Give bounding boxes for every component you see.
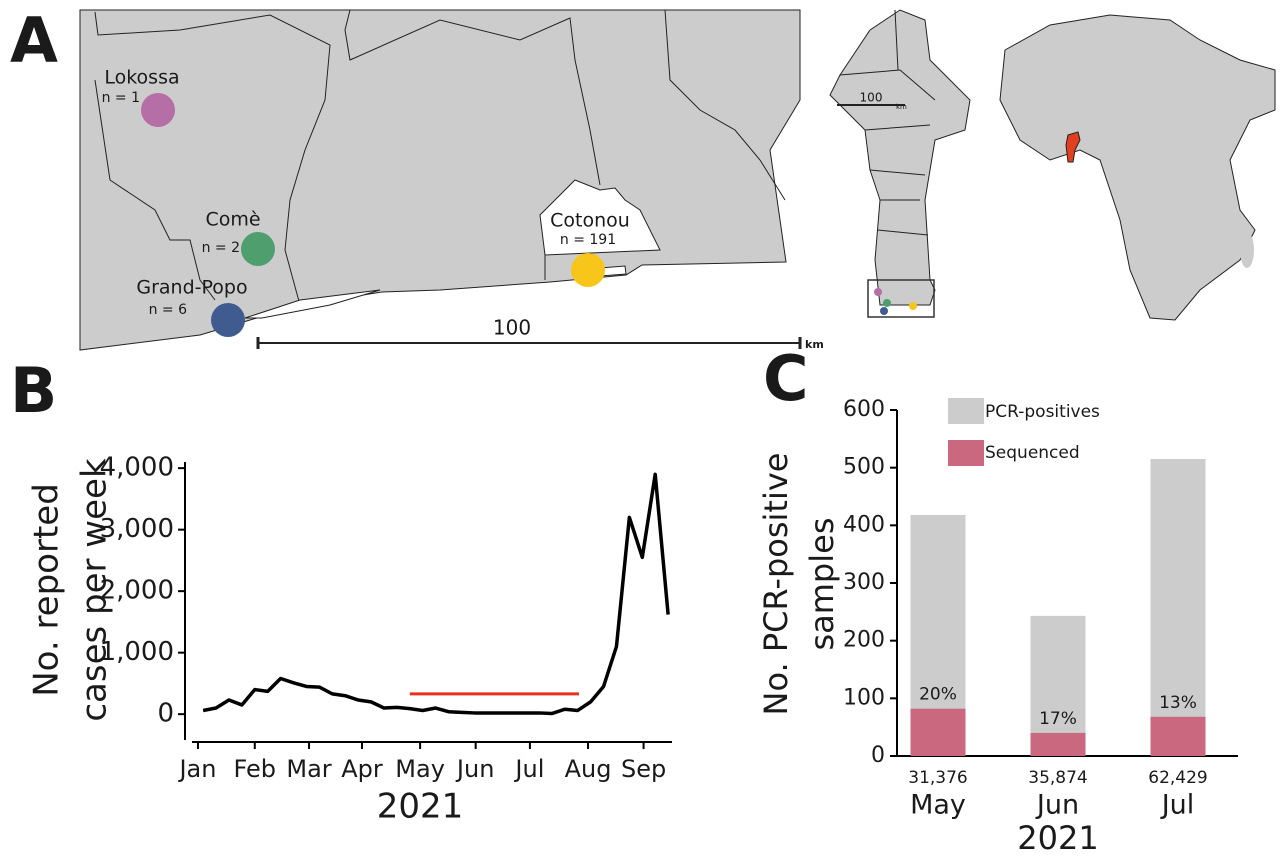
y-tick-label: 300 bbox=[843, 570, 885, 595]
percent-label: 13% bbox=[1159, 693, 1197, 713]
category-sublabel: 62,429 bbox=[1148, 768, 1207, 788]
x-tick-label: Mar bbox=[286, 755, 331, 783]
x-tick-label: Aug bbox=[565, 755, 612, 783]
bar bbox=[1030, 732, 1086, 756]
location-count: n = 2 bbox=[202, 240, 240, 256]
region-border bbox=[94, 79, 216, 301]
scale-label: 100 bbox=[493, 316, 531, 340]
region-border bbox=[664, 9, 786, 201]
bar bbox=[1150, 716, 1206, 756]
bar bbox=[910, 708, 966, 756]
x-tick-label: Jul bbox=[513, 755, 544, 783]
panel-letters: A B C bbox=[10, 4, 809, 427]
location-count: n = 6 bbox=[149, 302, 188, 318]
y-tick-label: 3,000 bbox=[100, 514, 174, 544]
inset-box bbox=[867, 279, 935, 318]
inset-border bbox=[839, 9, 936, 236]
x-tick-label: Jun bbox=[1035, 790, 1079, 821]
x-tick-label: May bbox=[910, 790, 966, 821]
x-axis-label: 2021 bbox=[377, 787, 464, 827]
y-tick-label: 2,000 bbox=[100, 576, 174, 606]
region-border bbox=[94, 11, 331, 306]
x-tick-label: Jan bbox=[177, 755, 216, 783]
y-tick-label: 200 bbox=[843, 628, 885, 653]
x-tick-label: Sep bbox=[621, 755, 666, 783]
inset-dot bbox=[883, 299, 891, 307]
inset-scale-unit: km bbox=[896, 103, 907, 111]
y-tick-label: 1,000 bbox=[100, 637, 174, 667]
location-name: Cotonou bbox=[550, 210, 630, 232]
x-tick-label: Apr bbox=[341, 755, 383, 783]
cotonou-area bbox=[539, 179, 661, 256]
legend-label: Sequenced bbox=[985, 443, 1080, 463]
legend-label: PCR-positives bbox=[985, 402, 1100, 422]
inset-scale-label: 100 bbox=[860, 91, 883, 105]
inset-benin bbox=[829, 9, 971, 306]
y-axis-label: No. reported bbox=[27, 483, 67, 697]
y-tick-label: 400 bbox=[843, 512, 885, 537]
x-tick-label: Jun bbox=[455, 755, 495, 783]
y-axis-label: samples bbox=[803, 517, 841, 650]
category-sublabel: 35,874 bbox=[1028, 768, 1087, 788]
location-name: Comè bbox=[205, 209, 260, 231]
location-name: Grand-Popo bbox=[136, 277, 247, 299]
lagoon bbox=[244, 289, 381, 319]
inset-dot bbox=[880, 307, 888, 315]
location-count: n = 191 bbox=[560, 232, 616, 248]
scale-unit: km bbox=[805, 338, 824, 351]
x-tick-label: Feb bbox=[234, 755, 277, 783]
madagascar bbox=[1240, 232, 1254, 268]
x-axis-label: 2021 bbox=[1017, 819, 1098, 857]
inset-dot bbox=[874, 288, 882, 296]
data-line bbox=[202, 472, 670, 716]
chart-b: 0 1,000 2,000 3,000 4,000 Jan Feb Mar Apr May Jun J… bbox=[27, 453, 672, 827]
y-tick-label: 600 bbox=[843, 397, 885, 422]
region-border bbox=[344, 9, 601, 186]
legend-swatch bbox=[948, 398, 984, 424]
y-tick-label: 0 bbox=[157, 699, 174, 729]
location-marker bbox=[241, 232, 275, 266]
bar bbox=[1150, 459, 1206, 756]
location-marker bbox=[211, 303, 245, 337]
y-axis-label: cases per week bbox=[75, 458, 115, 722]
category-sublabel: 31,376 bbox=[908, 768, 967, 788]
y-tick-label: 500 bbox=[843, 455, 885, 480]
bar bbox=[1030, 615, 1086, 756]
panel-letter: C bbox=[763, 342, 809, 415]
x-tick-label: Jul bbox=[1160, 790, 1195, 821]
location-marker bbox=[571, 253, 605, 287]
percent-label: 17% bbox=[1039, 709, 1077, 729]
legend-swatch bbox=[948, 440, 984, 466]
inset-dot bbox=[909, 302, 917, 310]
y-axis-label: No. PCR-positive bbox=[757, 453, 795, 716]
location-name: Lokossa bbox=[104, 67, 179, 89]
y-tick-label: 0 bbox=[871, 743, 885, 768]
benin-highlight bbox=[1065, 131, 1081, 163]
x-tick-label: May bbox=[395, 755, 445, 783]
panel-letter: B bbox=[10, 354, 57, 427]
y-tick-label: 100 bbox=[843, 685, 885, 710]
y-tick-label: 4,000 bbox=[100, 453, 174, 483]
location-count: n = 1 bbox=[102, 90, 140, 106]
panel-letter: A bbox=[10, 4, 58, 77]
location-marker bbox=[141, 93, 175, 127]
chart-c: 0 100 200 300 400 500 600 PCR-positives Sequence… bbox=[757, 397, 1238, 857]
percent-label: 20% bbox=[919, 685, 957, 705]
inset-dots bbox=[874, 288, 917, 315]
